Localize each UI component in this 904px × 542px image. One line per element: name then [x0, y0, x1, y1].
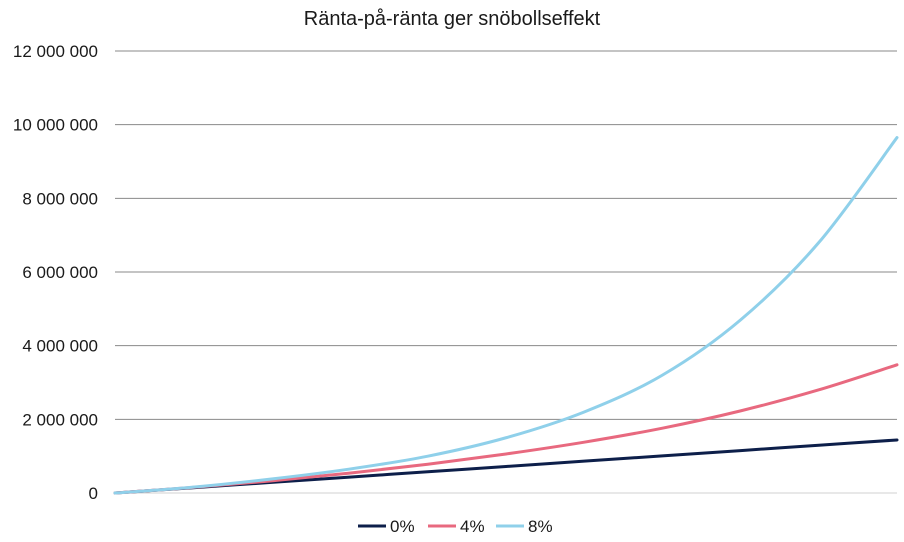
y-axis-ticks: 0 2 000 000 4 000 000 6 000 000 8 000 000 10 … — [13, 42, 98, 503]
series-lines — [113, 136, 899, 495]
gridlines — [115, 50, 897, 494]
series-line-1 — [113, 363, 899, 495]
legend-label-2: 8% — [528, 517, 553, 536]
y-tick-label: 2 000 000 — [22, 410, 98, 429]
legend: 0% 4% 8% — [358, 517, 553, 536]
y-tick-label: 8 000 000 — [22, 189, 98, 208]
y-tick-label: 10 000 000 — [13, 116, 98, 135]
y-tick-label: 0 — [89, 484, 98, 503]
y-tick-label: 6 000 000 — [22, 263, 98, 282]
chart-title: Ränta-på-ränta ger snöbollseffekt — [303, 8, 601, 30]
series-line-2 — [113, 136, 899, 495]
y-tick-label: 12 000 000 — [13, 42, 98, 61]
y-tick-label: 4 000 000 — [22, 337, 98, 356]
legend-label-1: 4% — [460, 517, 485, 536]
legend-label-0: 0% — [390, 517, 415, 536]
